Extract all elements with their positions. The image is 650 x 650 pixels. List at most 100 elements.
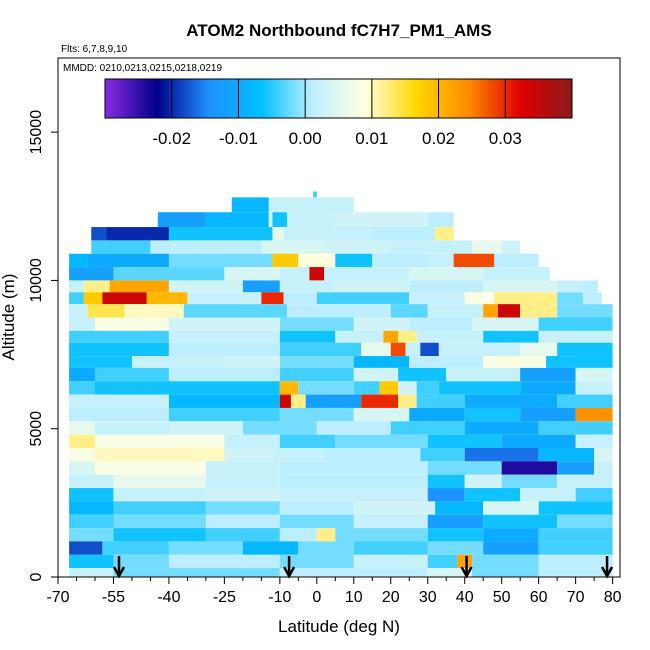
x-tick-label: 60 <box>530 589 548 606</box>
heatmap-cell <box>583 280 598 293</box>
heatmap-cell <box>279 394 291 408</box>
heatmap-cell <box>427 212 454 228</box>
heatmap-cell <box>272 227 284 241</box>
heatmap-cell <box>557 280 584 293</box>
heatmap-cell <box>69 317 95 331</box>
plot-frame <box>57 57 621 578</box>
heatmap-cell <box>409 407 465 422</box>
heatmap-cell <box>472 317 539 331</box>
heatmap-cell <box>557 394 613 408</box>
heatmap-cell <box>268 212 273 228</box>
heatmap-cell <box>69 568 114 577</box>
heatmap-cell <box>416 330 484 343</box>
heatmap-cell <box>279 528 317 542</box>
x-tick-label: 20 <box>382 589 400 606</box>
flight-arrows <box>112 556 614 579</box>
heatmap-cell <box>557 292 584 305</box>
heatmap-cell <box>279 342 362 357</box>
heatmap-cell <box>146 292 188 305</box>
heatmap-cell <box>272 447 325 462</box>
heatmap-cell <box>224 267 280 281</box>
x-tick-label: -10 <box>268 589 291 606</box>
heatmap-cell <box>106 227 169 241</box>
y-axis: 0 5000 10000 15000 <box>28 110 58 581</box>
heatmap-cell <box>316 292 410 305</box>
heatmap-cell <box>69 356 132 368</box>
heatmap-cell <box>464 394 558 408</box>
heatmap-cell <box>113 488 206 502</box>
heatmap-cell <box>69 461 95 475</box>
heatmap-cell <box>69 541 103 555</box>
heatmap-cell <box>279 474 428 489</box>
heatmap-cell <box>283 292 317 305</box>
heatmap-cell <box>69 528 114 542</box>
heatmap-cell <box>464 488 521 502</box>
heatmap-cell <box>353 501 436 515</box>
heatmap-cell <box>483 280 558 293</box>
heatmap-cell <box>483 541 539 555</box>
heatmap-cell <box>538 330 613 343</box>
heatmap-cell <box>501 474 558 489</box>
heatmap-cell <box>520 367 576 382</box>
heatmap-cell <box>187 292 262 305</box>
heatmap-cell <box>168 407 280 422</box>
heatmap-cell <box>94 434 225 448</box>
heatmap-cell <box>398 381 417 395</box>
heatmap-cell <box>372 227 436 241</box>
heatmap-cell <box>472 554 539 569</box>
heatmap-cells <box>69 191 613 577</box>
heatmap-cell <box>83 280 110 293</box>
heatmap-cell <box>538 554 613 569</box>
heatmap-cell <box>113 267 225 281</box>
heatmap-cell <box>124 304 184 318</box>
colorbar-tick-label: -0.01 <box>219 129 258 148</box>
heatmap-cell <box>483 501 539 515</box>
heatmap-cell <box>83 292 103 305</box>
heatmap-cell <box>446 367 521 382</box>
heatmap-cell <box>575 434 613 448</box>
colorbar-tick-label: 0.00 <box>289 129 322 148</box>
flight-arrow <box>600 556 614 579</box>
heatmap-cell <box>390 421 465 435</box>
heatmap-cell <box>205 461 280 475</box>
heatmap-cell <box>283 227 373 241</box>
heatmap-cell <box>390 342 406 357</box>
colorbar-tick-label: -0.02 <box>152 129 191 148</box>
heatmap-cell <box>91 227 107 241</box>
heatmap-cell <box>324 447 421 462</box>
heatmap-cell <box>324 267 410 281</box>
heatmap-cell <box>69 304 88 318</box>
heatmap-cell <box>353 367 399 382</box>
y-tick-label: 15000 <box>28 110 45 155</box>
heatmap-cell <box>279 407 354 422</box>
heatmap-cell <box>279 280 336 293</box>
heatmap-cell <box>94 317 169 331</box>
heatmap-cell <box>94 421 169 435</box>
heatmap-cell <box>261 240 325 254</box>
heatmap-cell <box>94 367 169 382</box>
heatmap-cell <box>538 501 613 515</box>
heatmap-cell <box>231 197 269 213</box>
heatmap-cell <box>279 434 336 448</box>
heatmap-cell <box>538 447 595 462</box>
heatmap-cell <box>69 367 95 382</box>
x-tick-label: 50 <box>493 589 511 606</box>
heatmap-cell <box>557 514 613 529</box>
colorbar: -0.02 -0.01 0.00 0.01 0.02 0.03 <box>104 78 573 148</box>
heatmap-cell <box>279 461 428 475</box>
heatmap-cell <box>427 474 465 489</box>
heatmap-cell <box>205 488 280 502</box>
heatmap-cell <box>242 421 317 435</box>
heatmap-cell <box>390 304 428 318</box>
heatmap-cell <box>242 280 280 293</box>
heatmap-cell <box>168 394 280 408</box>
colorbar-ticks: -0.02 -0.01 0.00 0.01 0.02 0.03 <box>152 79 522 148</box>
heatmap-cell <box>464 474 502 489</box>
heatmap-cell <box>353 554 428 569</box>
heatmap-cell <box>279 367 354 382</box>
heatmap-cell <box>438 342 521 357</box>
x-tick-label: 10 <box>345 589 363 606</box>
heatmap-cell <box>69 447 95 462</box>
heatmap-cell <box>520 488 576 502</box>
heatmap-cell <box>168 280 243 293</box>
